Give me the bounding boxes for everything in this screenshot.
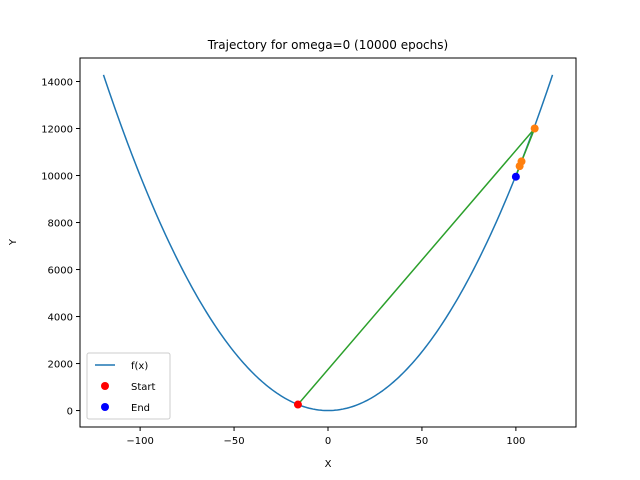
axes-frame [79,57,577,428]
y-axis-label: Y [8,238,19,246]
x-tick-label: 50 [416,436,429,447]
axis-ticks: −100 −50 0 50 100 0 2000 4000 6000 8000 10000 12000… [41,78,525,447]
y-tick-label: 12000 [41,125,73,136]
legend-label-fx: f(x) [131,361,148,372]
y-tick-label: 4000 [48,313,73,324]
x-axis-label: X [325,459,332,470]
legend: f(x) Start End [86,352,171,420]
legend-box [86,352,171,420]
x-tick-label: −50 [224,436,245,447]
start-point [293,400,302,409]
trajectory-point [530,124,539,133]
trajectory-point [515,162,524,171]
y-tick-label: 2000 [48,360,73,371]
y-tick-label: 0 [67,407,73,418]
y-tick-label: 14000 [41,78,73,89]
chart-title: Trajectory for omega=0 (10000 epochs) [207,38,448,52]
legend-label-end: End [131,403,150,414]
plot-area [102,74,554,412]
y-tick-label: 10000 [41,172,73,183]
y-tick-label: 6000 [48,266,73,277]
series-fx-curve [102,74,554,412]
x-tick-label: 100 [506,436,525,447]
x-tick-label: −100 [126,436,153,447]
legend-label-start: Start [131,382,156,393]
legend-swatch-end [101,403,109,411]
end-point [511,172,520,181]
legend-swatch-start [101,382,109,390]
x-tick-label: 0 [325,436,331,447]
y-tick-label: 8000 [48,219,73,230]
